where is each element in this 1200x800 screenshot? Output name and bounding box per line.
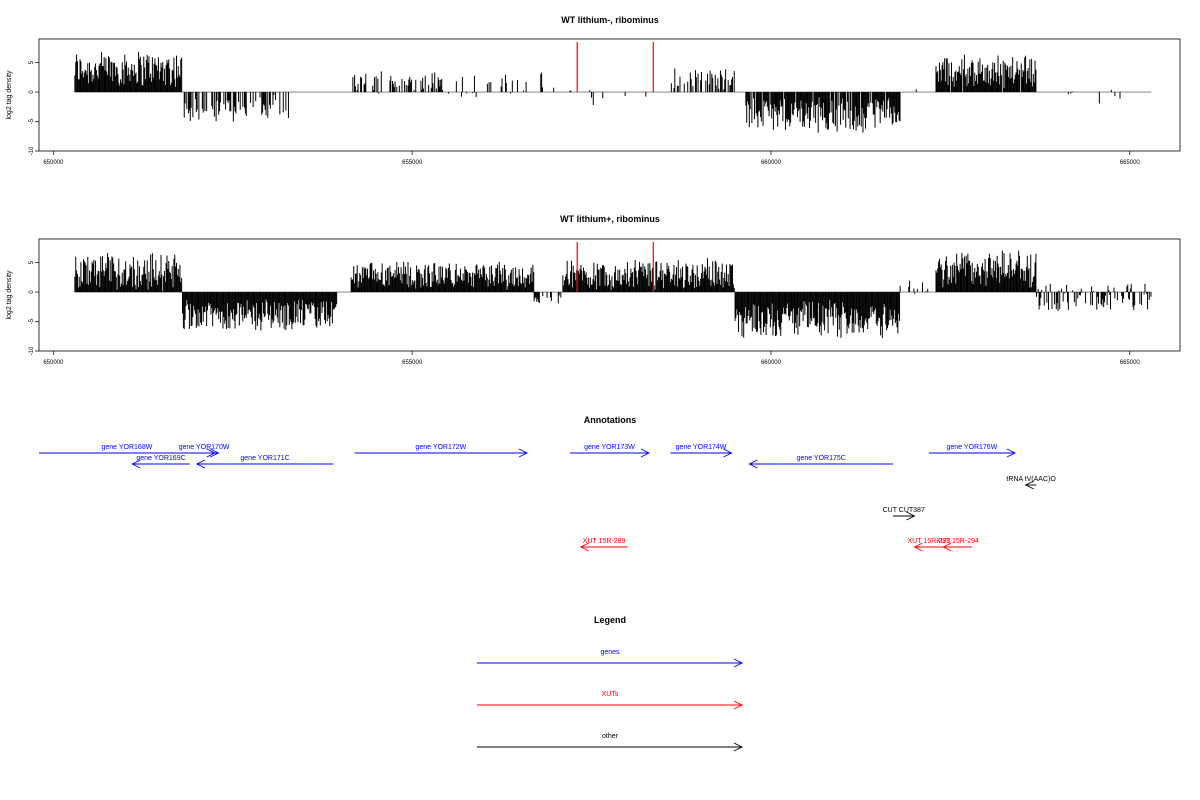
legend: Legend genes XUTs other (477, 615, 744, 752)
feature-label: gene YOR175C (797, 455, 846, 462)
arrowhead (579, 542, 589, 552)
x-tick-label: 655000 (402, 160, 423, 166)
x-tick-label: 660000 (761, 360, 782, 366)
panel-title: WT lithium-, ribominus (561, 15, 659, 25)
annotation-feature: gene YOR170W (179, 444, 230, 458)
legend-item: genes (477, 649, 744, 668)
x-tick-label: 665000 (1120, 160, 1141, 166)
arrowhead (942, 542, 952, 552)
annotation-feature: gene YOR174W (670, 444, 733, 458)
arrowhead (1024, 480, 1034, 490)
annotation-feature: tRNA tV(AAC)O (1006, 476, 1056, 490)
annotation-feature: CUT CUT387 (883, 507, 925, 521)
arrowhead (640, 448, 650, 458)
annotation-feature: XUT 15R-293 (908, 538, 951, 552)
arrowhead (210, 448, 220, 458)
annotation-feature: XUT 15R-294 (936, 538, 979, 552)
y-tick-label: 5 (29, 260, 35, 264)
arrowhead (1006, 448, 1016, 458)
arrowhead (195, 459, 206, 469)
feature-label: gene YOR172W (415, 444, 466, 451)
track-panel-lithium-minus: WT lithium-, ribominus log2 tag density … (6, 15, 1181, 166)
arrowhead (733, 658, 744, 668)
bar-series (74, 250, 1152, 339)
legend-label: genes (600, 649, 620, 656)
annotation-feature: gene YOR171C (195, 455, 334, 469)
feature-label: XUT 15R-293 (908, 538, 951, 545)
plot-frame (38, 38, 1181, 152)
feature-label: tRNA tV(AAC)O (1006, 476, 1056, 483)
feature-label: XUT 15R-294 (936, 538, 979, 545)
x-axis: 650000 655000 660000 665000 (43, 351, 1140, 366)
x-tick-label: 650000 (43, 360, 64, 366)
highlight-markers (576, 241, 654, 293)
legend-items: genes XUTs other (477, 649, 744, 752)
arrowhead (518, 448, 528, 458)
y-tick-label: -5 (29, 318, 35, 324)
legend-item: XUTs (477, 691, 744, 710)
x-tick-label: 660000 (761, 160, 782, 166)
y-axis: -10 -5 0 5 (29, 60, 39, 155)
feature-label: gene YOR170W (179, 444, 230, 451)
legend-item: other (477, 733, 744, 752)
feature-label: gene YOR176W (946, 444, 997, 451)
plot-frame (38, 238, 1181, 352)
feature-label: gene YOR173W (584, 444, 635, 451)
feature-label: gene YOR174W (676, 444, 727, 451)
annotations-title: Annotations (584, 415, 637, 425)
x-axis: 650000 655000 660000 665000 (43, 151, 1140, 166)
arrowhead (748, 459, 758, 469)
bar-series (74, 51, 1152, 133)
y-tick-label: -10 (29, 346, 35, 355)
legend-label: other (602, 733, 619, 740)
y-tick-label: -10 (29, 146, 35, 155)
arrowhead (733, 700, 744, 710)
legend-title: Legend (594, 615, 626, 625)
y-axis-label: log2 tag density (6, 270, 13, 320)
y-axis-label: log2 tag density (6, 70, 13, 120)
y-tick-label: 0 (29, 90, 35, 94)
annotation-feature: gene YOR175C (748, 455, 893, 469)
x-tick-label: 650000 (43, 160, 64, 166)
legend-label: XUTs (602, 691, 619, 698)
arrowhead (723, 448, 733, 458)
y-axis: -10 -5 0 5 (29, 260, 39, 355)
x-tick-label: 655000 (402, 360, 423, 366)
annotation-feature: gene YOR173W (570, 444, 650, 458)
annotation-feature: XUT 15R-289 (579, 538, 628, 552)
annotation-feature: gene YOR169C (131, 455, 190, 469)
annotation-features: gene YOR168W gene YOR169C gene YOR170W gene… (39, 444, 1056, 552)
feature-label: XUT 15R-289 (583, 538, 626, 545)
y-tick-label: -5 (29, 118, 35, 124)
annotation-feature: gene YOR172W (354, 444, 528, 458)
arrowhead (906, 511, 916, 521)
highlight-markers (576, 41, 654, 93)
arrowhead (131, 459, 141, 469)
y-tick-label: 0 (29, 290, 35, 294)
panel-title: WT lithium+, ribominus (560, 214, 660, 224)
track-panel-lithium-plus: WT lithium+, ribominus log2 tag density … (6, 214, 1181, 366)
feature-label: gene YOR168W (101, 444, 152, 451)
y-tick-label: 5 (29, 60, 35, 64)
annotation-feature: gene YOR176W (928, 444, 1016, 458)
arrowhead (913, 542, 923, 552)
feature-label: gene YOR169C (136, 455, 185, 462)
feature-label: CUT CUT387 (883, 507, 925, 514)
x-tick-label: 665000 (1120, 360, 1141, 366)
feature-label: gene YOR171C (240, 455, 289, 462)
arrowhead (733, 742, 744, 752)
